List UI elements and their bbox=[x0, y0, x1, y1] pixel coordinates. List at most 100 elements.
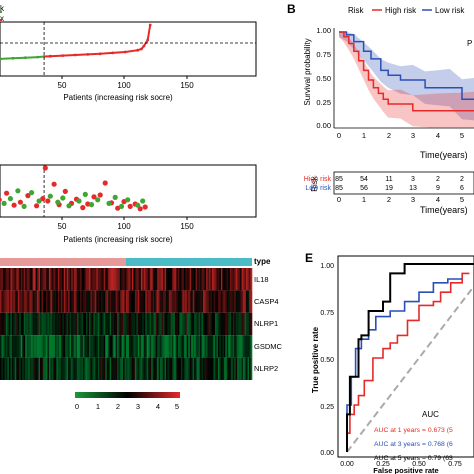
heatmap-cell bbox=[139, 335, 142, 358]
heatmap-cell bbox=[106, 357, 109, 380]
heatmap-cell bbox=[223, 268, 226, 291]
heatmap-cell bbox=[185, 268, 188, 291]
heatmap-cell bbox=[219, 357, 222, 380]
heatmap-cell bbox=[128, 312, 131, 336]
heatmap-cell bbox=[25, 312, 27, 336]
heatmap-cell bbox=[124, 268, 127, 291]
heatmap-cell bbox=[164, 268, 167, 291]
heatmap-cell bbox=[246, 290, 248, 313]
heatmap-cell bbox=[45, 290, 48, 313]
heatmap-cell bbox=[225, 290, 228, 313]
heatmap-cell bbox=[237, 268, 239, 291]
heatmap-cell bbox=[108, 335, 110, 358]
scatter-point-alive bbox=[7, 196, 13, 202]
heatmap-cell bbox=[71, 312, 73, 336]
heatmap-cell bbox=[211, 312, 214, 336]
heatmap-cell bbox=[102, 335, 105, 358]
heatmap-cell bbox=[243, 290, 245, 313]
km-ytick-050: 0.50 bbox=[316, 74, 331, 83]
heatmap-cell bbox=[59, 335, 62, 358]
heatmap-cell bbox=[78, 268, 81, 291]
heatmap-cell bbox=[182, 290, 185, 313]
heatmap-cell bbox=[176, 290, 179, 313]
heatmap-cell bbox=[108, 357, 110, 380]
heatmap-cell bbox=[131, 290, 134, 313]
heatmap-cell bbox=[148, 290, 151, 313]
heatmap-cell bbox=[111, 268, 113, 291]
heatmap-cell bbox=[50, 290, 53, 313]
heatmap-cell bbox=[26, 312, 29, 336]
heatmap-cell bbox=[217, 268, 220, 291]
risk-legend-fragment-1: k bbox=[0, 4, 5, 13]
heatmap-cell bbox=[137, 290, 140, 313]
heatmap-cell bbox=[94, 268, 97, 291]
km-xtick-5: 5 bbox=[460, 131, 464, 140]
heatmap-cell bbox=[20, 290, 23, 313]
heatmap-cell bbox=[154, 268, 156, 291]
heatmap-cell bbox=[126, 290, 128, 313]
colorbar-tick-1: 1 bbox=[96, 402, 100, 411]
km-ci-band-low bbox=[339, 32, 474, 121]
heatmap-cell bbox=[108, 312, 110, 336]
heatmap-cell bbox=[249, 335, 251, 358]
risk-table-row-high-label: High risk bbox=[304, 176, 332, 183]
heatmap-cell bbox=[100, 335, 103, 358]
roc-ylabel: True positive rate bbox=[311, 326, 320, 393]
heatmap-cell bbox=[123, 357, 125, 380]
heatmap-cell bbox=[168, 335, 171, 358]
heatmap-cell bbox=[47, 290, 50, 313]
km-ci-band-high bbox=[339, 32, 474, 128]
heatmap-cell bbox=[117, 357, 119, 380]
heatmap-cell bbox=[131, 312, 134, 336]
scatter-point-dead bbox=[51, 181, 57, 187]
heatmap-cell bbox=[250, 290, 253, 313]
heatmap-cell bbox=[166, 335, 168, 358]
heatmap-cell bbox=[219, 312, 222, 336]
heatmap-cell bbox=[28, 312, 30, 336]
heatmap-cell bbox=[231, 357, 234, 380]
heatmap-cell bbox=[28, 290, 30, 313]
heatmap-cell bbox=[220, 290, 223, 313]
heatmap-cell bbox=[228, 312, 231, 336]
heatmap-cell bbox=[167, 335, 170, 358]
heatmap-cell bbox=[140, 335, 143, 358]
heatmap-cell bbox=[69, 312, 72, 336]
heatmap-cell bbox=[108, 290, 110, 313]
heatmap-cell bbox=[173, 335, 176, 358]
heatmap-cell bbox=[13, 312, 16, 336]
risk-curve-low-line bbox=[0, 55, 45, 60]
heatmap-cell bbox=[201, 357, 204, 380]
heatmap-cell bbox=[4, 268, 7, 291]
heatmap-cell bbox=[222, 312, 225, 336]
panel-letter-b: B bbox=[287, 2, 296, 16]
heatmap-cell bbox=[38, 312, 41, 336]
heatmap-cell bbox=[246, 312, 248, 336]
heatmap-cell bbox=[23, 335, 26, 358]
heatmap-cell bbox=[142, 312, 145, 336]
heatmap-cell bbox=[14, 268, 17, 291]
scatter-point-dead bbox=[40, 196, 46, 202]
heatmap-cell bbox=[176, 312, 179, 336]
heatmap-cell bbox=[192, 357, 195, 380]
heatmap-cell bbox=[0, 357, 2, 380]
heatmap-cell bbox=[195, 268, 198, 291]
heatmap-cell bbox=[74, 357, 76, 380]
roc-xtick-075: 0.75 bbox=[448, 461, 462, 468]
heatmap-cell bbox=[97, 312, 100, 336]
heatmap-cell bbox=[72, 290, 75, 313]
heatmap-cell bbox=[163, 290, 165, 313]
heatmap-cell bbox=[8, 268, 11, 291]
heatmap-cell bbox=[96, 268, 99, 291]
heatmap-cell bbox=[23, 290, 26, 313]
heatmap-cell bbox=[143, 312, 146, 336]
heatmap-row-label-2: CASP4 bbox=[254, 297, 279, 306]
heatmap-cell bbox=[194, 290, 196, 313]
heatmap-cell bbox=[62, 312, 65, 336]
heatmap-cell bbox=[14, 312, 17, 336]
heatmap-cell bbox=[31, 357, 33, 380]
heatmap-cell bbox=[223, 335, 226, 358]
heatmap-cell bbox=[65, 290, 67, 313]
heatmap-cell bbox=[164, 312, 167, 336]
heatmap-cell bbox=[174, 357, 177, 380]
heatmap-cell bbox=[41, 312, 44, 336]
